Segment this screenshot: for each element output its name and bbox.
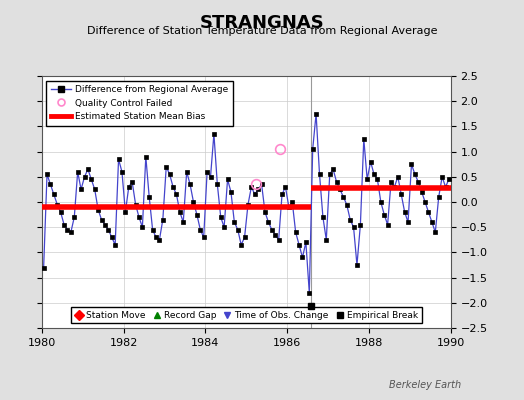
- Legend: Station Move, Record Gap, Time of Obs. Change, Empirical Break: Station Move, Record Gap, Time of Obs. C…: [71, 307, 422, 324]
- Text: STRANGNAS: STRANGNAS: [200, 14, 324, 32]
- Text: Berkeley Earth: Berkeley Earth: [389, 380, 461, 390]
- Text: Difference of Station Temperature Data from Regional Average: Difference of Station Temperature Data f…: [87, 26, 437, 36]
